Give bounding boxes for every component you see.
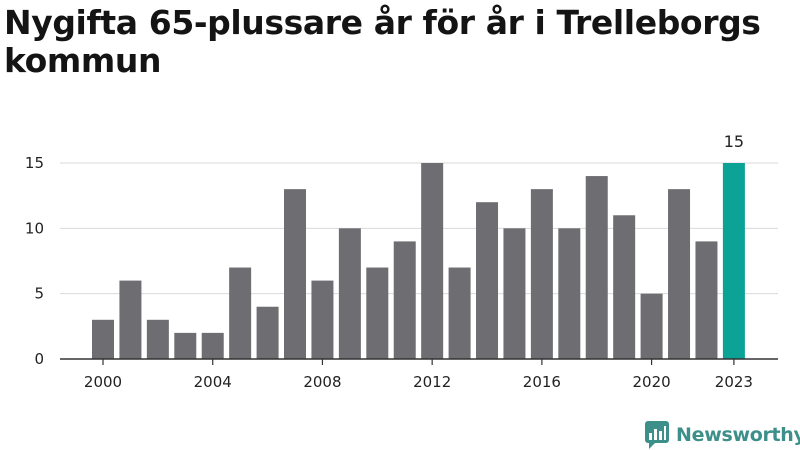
x-tick-label: 2008: [303, 373, 341, 391]
y-tick-label: 10: [25, 219, 44, 237]
bar-2007: [284, 189, 307, 359]
bar-2000: [92, 319, 114, 359]
y-tick-label: 5: [34, 285, 44, 303]
bar-2017: [558, 228, 581, 359]
bar-2023: [722, 163, 745, 359]
bar-2005: [229, 267, 252, 359]
x-tick-label: 2020: [633, 373, 671, 391]
bar-2002: [146, 319, 169, 359]
bar-2006: [256, 306, 279, 359]
bar-2022: [695, 241, 718, 359]
bar-2009: [338, 228, 361, 359]
data-label-2023: 15: [724, 132, 744, 151]
bar-2013: [448, 267, 471, 359]
bar-2011: [393, 241, 416, 359]
bar-2003: [174, 332, 197, 359]
brand-logo: Newsworthy: [644, 420, 800, 450]
bar-2012: [421, 163, 444, 359]
brand-name: Newsworthy: [676, 424, 800, 446]
x-tick-label: 2000: [84, 373, 122, 391]
x-tick-label: 2012: [413, 373, 451, 391]
x-tick-label: 2023: [715, 373, 753, 391]
y-tick-label: 15: [25, 154, 44, 172]
bar-2014: [476, 202, 499, 359]
bar-2021: [668, 189, 691, 359]
bar-2010: [366, 267, 389, 359]
bar-2015: [503, 228, 526, 359]
bar-2020: [640, 293, 663, 359]
y-tick-label: 0: [34, 350, 44, 368]
bar-2004: [201, 332, 224, 359]
chart-title: Nygifta 65-plussare år för år i Trellebo…: [4, 3, 761, 80]
bar-2019: [613, 215, 636, 359]
bar-2001: [119, 280, 142, 359]
bar-2018: [585, 176, 608, 359]
bar-chart-bubble-icon: [645, 421, 669, 449]
bar-2016: [530, 189, 553, 359]
bar-2008: [311, 280, 334, 359]
x-tick-label: 2004: [194, 373, 232, 391]
x-tick-label: 2016: [523, 373, 561, 391]
